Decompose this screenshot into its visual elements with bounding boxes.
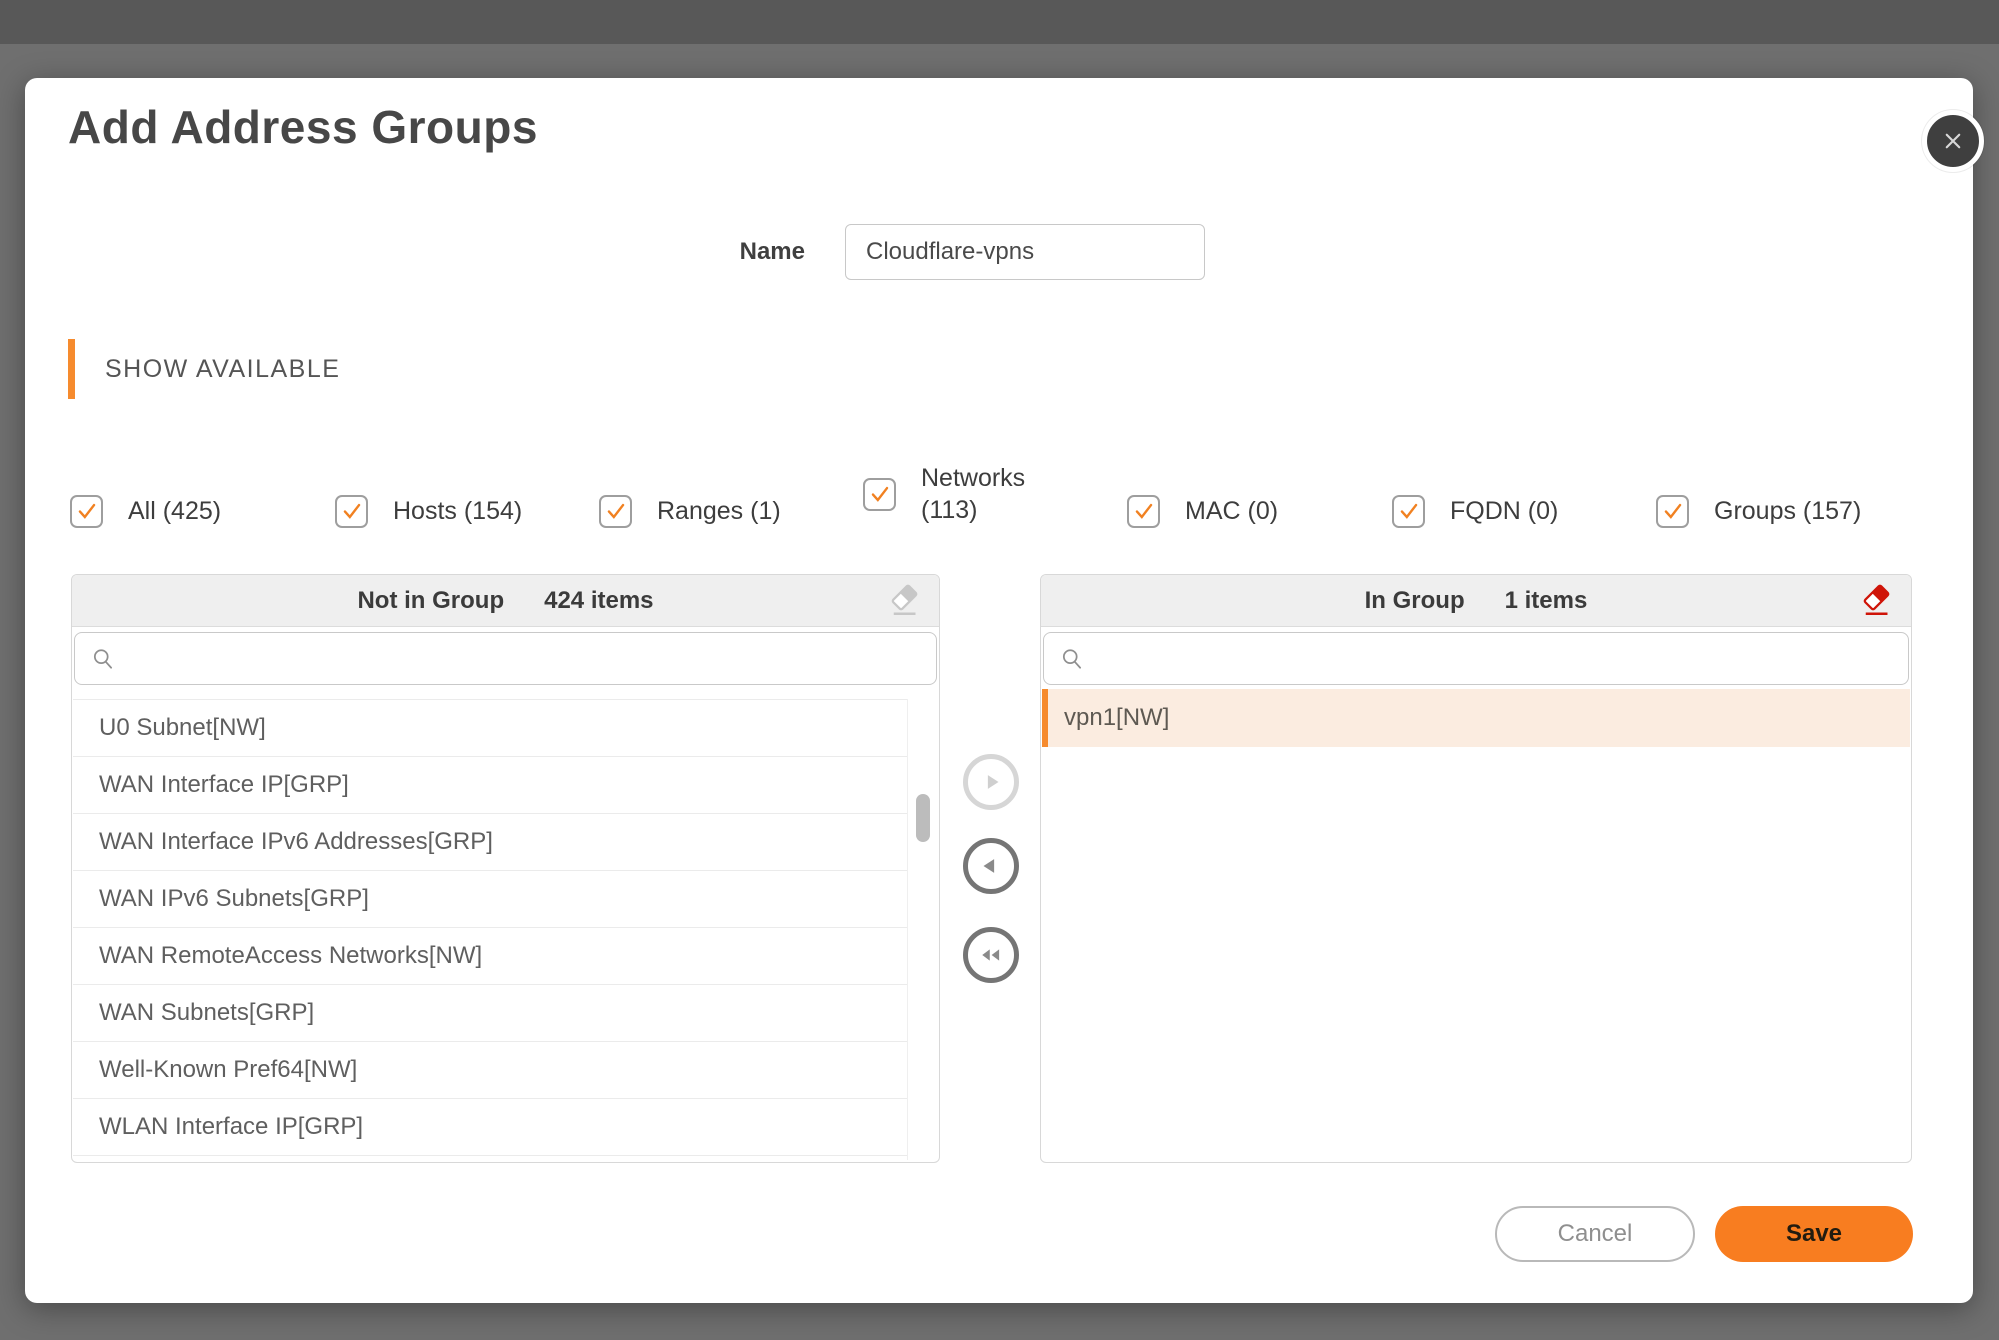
checkbox-mac[interactable] [1127, 494, 1160, 528]
filter-all[interactable]: All (425) [70, 494, 221, 528]
search-icon [1062, 648, 1082, 669]
arrow-right-icon [987, 775, 999, 789]
filter-label: Hosts (154) [393, 496, 523, 525]
save-button[interactable]: Save [1715, 1206, 1913, 1262]
eraser-icon [1863, 584, 1890, 615]
left-search-input[interactable] [127, 633, 936, 684]
move-right-button[interactable] [963, 754, 1019, 810]
add-address-groups-dialog: Add Address Groups Name SHOW AVAILABLE A… [25, 78, 1984, 1303]
list-item[interactable]: WAN Interface IPv6 Addresses[GRP] [73, 814, 907, 871]
filter-hosts[interactable]: Hosts (154) [335, 494, 522, 528]
filter-groups[interactable]: Groups (157) [1656, 494, 1861, 528]
double-arrow-left-icon [982, 949, 1000, 961]
checkmark-icon [1400, 503, 1417, 519]
checkbox-groups[interactable] [1656, 494, 1689, 528]
filter-networks[interactable]: Networks (113) [863, 461, 1041, 527]
panel-title: Not in Group [357, 586, 505, 614]
checkbox-networks[interactable] [863, 477, 896, 511]
list-item-selected[interactable]: vpn1[NW] [1042, 689, 1910, 747]
in-group-panel: In Group 1 items vpn1[NW] [1040, 574, 1912, 1163]
panel-title: In Group [1364, 586, 1465, 614]
cancel-button[interactable]: Cancel [1495, 1206, 1695, 1262]
checkmark-icon [1135, 503, 1152, 519]
filter-mac[interactable]: MAC (0) [1127, 494, 1278, 528]
move-left-button[interactable] [963, 838, 1019, 894]
filter-label: FQDN (0) [1450, 496, 1559, 525]
panel-count: 1 items [1504, 586, 1588, 614]
filter-label: All (425) [128, 496, 222, 525]
filter-label: Groups (157) [1714, 496, 1862, 525]
name-input[interactable] [845, 224, 1205, 280]
list-item[interactable]: WAN Subnets[GRP] [73, 985, 907, 1042]
backdrop-top-strip [0, 0, 1999, 44]
filter-fqdn[interactable]: FQDN (0) [1392, 494, 1558, 528]
checkmark-icon [607, 503, 624, 519]
list-scroll-gutter [907, 699, 908, 1160]
checkmark-icon [1664, 503, 1681, 519]
name-field-label: Name [739, 238, 805, 265]
move-all-left-button[interactable] [963, 927, 1019, 983]
section-accent-bar [68, 339, 75, 399]
not-in-group-list: U0 Subnet[NW] WAN Interface IP[GRP] WAN … [73, 699, 907, 1161]
dialog-title: Add Address Groups [68, 101, 538, 153]
right-search-box [1043, 632, 1909, 685]
list-item[interactable]: Well-Known Pref64[NW] [73, 1042, 907, 1099]
checkmark-icon [871, 486, 888, 502]
right-search-input[interactable] [1096, 633, 1908, 684]
checkbox-ranges[interactable] [599, 494, 632, 528]
left-search-box [74, 632, 937, 685]
in-group-header: In Group 1 items [1041, 575, 1911, 627]
arrow-left-icon [983, 859, 995, 873]
panel-count: 424 items [544, 586, 654, 614]
list-item[interactable]: WAN Interface IP[GRP] [73, 757, 907, 814]
close-icon [1945, 133, 1961, 149]
list-item[interactable]: WAN IPv6 Subnets[GRP] [73, 871, 907, 928]
checkmark-icon [78, 503, 95, 519]
not-in-group-header: Not in Group 424 items [72, 575, 939, 627]
filter-label: Networks (113) [921, 464, 1026, 524]
eraser-icon [891, 584, 918, 615]
section-label: SHOW AVAILABLE [105, 354, 341, 383]
list-item[interactable]: WAN RemoteAccess Networks[NW] [73, 928, 907, 985]
list-item[interactable]: WLAN Interface IP[GRP] [73, 1099, 907, 1156]
checkbox-fqdn[interactable] [1392, 494, 1425, 528]
not-in-group-panel: Not in Group 424 items U0 Subnet[NW] [71, 574, 940, 1163]
list-item[interactable]: U0 Subnet[NW] [73, 700, 907, 757]
checkbox-hosts[interactable] [335, 494, 368, 528]
scrollbar-thumb[interactable] [916, 794, 930, 842]
show-available-section: SHOW AVAILABLE [68, 339, 340, 399]
filter-label: MAC (0) [1185, 496, 1279, 525]
clear-right-list-button[interactable] [1859, 583, 1895, 619]
checkbox-all[interactable] [70, 494, 103, 528]
search-icon [93, 648, 113, 669]
filter-label: Ranges (1) [657, 496, 781, 525]
filter-ranges[interactable]: Ranges (1) [599, 494, 781, 528]
close-button[interactable] [1922, 110, 1984, 172]
clear-left-list-button[interactable] [887, 583, 923, 619]
checkmark-icon [343, 503, 360, 519]
